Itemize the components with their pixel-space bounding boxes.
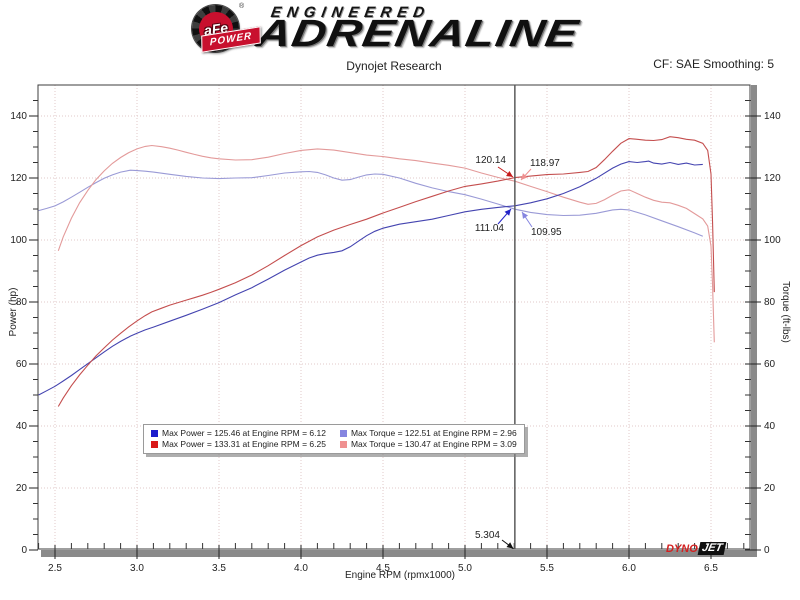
cursor-rpm-value: 5.304 bbox=[475, 530, 500, 541]
y-tick-label-left: 0 bbox=[21, 545, 27, 556]
y-tick-label-right: 0 bbox=[764, 545, 770, 556]
x-tick-label: 3.5 bbox=[212, 563, 226, 574]
legend-label: Max Power = 125.46 at Engine RPM = 6.12 bbox=[162, 428, 326, 438]
x-tick-label: 4.0 bbox=[294, 563, 308, 574]
cursor-value-109.95: 109.95 bbox=[531, 227, 562, 238]
dynojet-logo-dyno: DYNO bbox=[666, 542, 698, 555]
legend-swatch bbox=[339, 430, 347, 437]
legend-item: Max Power = 133.31 at Engine RPM = 6.25 bbox=[151, 439, 326, 450]
y-tick-label-right: 100 bbox=[764, 235, 781, 246]
right-axis-band bbox=[751, 85, 757, 557]
legend-item: Max Power = 125.46 at Engine RPM = 6.12 bbox=[151, 428, 326, 439]
x-tick-label: 2.5 bbox=[48, 563, 62, 574]
legend-label: Max Power = 133.31 at Engine RPM = 6.25 bbox=[162, 439, 326, 449]
legend-swatch bbox=[151, 441, 158, 448]
plot-background bbox=[38, 85, 750, 549]
cursor-value-111.04: 111.04 bbox=[475, 223, 505, 234]
legend-swatch bbox=[339, 441, 347, 448]
cursor-rpm-callout: 5.304 bbox=[475, 530, 514, 549]
curve-torque-stock bbox=[38, 169, 704, 237]
y-tick-label-right: 20 bbox=[764, 483, 776, 494]
legend-item: Max Torque = 130.47 at Engine RPM = 3.09 bbox=[339, 439, 517, 450]
plot-border bbox=[37, 84, 751, 550]
curve-torque-tuned bbox=[57, 144, 715, 343]
cursor-value-120.14: 120.14 bbox=[475, 155, 506, 166]
x-tick-label: 4.5 bbox=[376, 563, 390, 574]
curve-power-tuned bbox=[57, 136, 715, 407]
chart-legend: Max Power = 125.46 at Engine RPM = 6.12 M… bbox=[143, 424, 525, 454]
y-tick-label-left: 40 bbox=[16, 421, 28, 432]
legend-item: Max Torque = 122.51 at Engine RPM = 2.96 bbox=[339, 428, 517, 439]
x-axis-title: Engine RPM (rpmx1000) bbox=[345, 570, 455, 581]
y-axis-title-right: Torque (ft-lbs) bbox=[780, 281, 791, 343]
y-tick-label-left: 100 bbox=[10, 235, 27, 246]
x-tick-label: 5.5 bbox=[540, 563, 554, 574]
chart-title: Dynojet Research bbox=[346, 59, 442, 73]
y-tick-label-right: 40 bbox=[764, 421, 776, 432]
x-tick-label: 5.0 bbox=[458, 563, 472, 574]
curves bbox=[38, 136, 715, 407]
y-tick-label-right: 80 bbox=[764, 297, 776, 308]
y-tick-label-right: 140 bbox=[764, 111, 781, 122]
legend-swatch bbox=[151, 430, 158, 437]
legend-label: Max Torque = 130.47 at Engine RPM = 3.09 bbox=[350, 439, 517, 449]
curve-power-stock bbox=[38, 160, 703, 396]
y-tick-label-left: 140 bbox=[10, 111, 27, 122]
y-tick-label-left: 80 bbox=[16, 297, 28, 308]
gridlines bbox=[38, 85, 750, 549]
legend-label: Max Torque = 122.51 at Engine RPM = 2.96 bbox=[350, 428, 517, 438]
x-axis-ticks: 2.5 3.0 3.5 4.0 4.5 5.0 5.5 6.0 6.5 bbox=[38, 543, 745, 574]
y-tick-label-left: 60 bbox=[16, 359, 28, 370]
dynojet-logo: DYNO JET bbox=[666, 542, 727, 555]
x-tick-label: 6.0 bbox=[622, 563, 636, 574]
x-tick-label: 3.0 bbox=[130, 563, 144, 574]
x-tick-label: 6.5 bbox=[704, 563, 718, 574]
correction-smoothing-note: CF: SAE Smoothing: 5 bbox=[653, 57, 774, 71]
cursor-value-118.97: 118.97 bbox=[530, 158, 560, 169]
bottom-axis-band bbox=[41, 550, 757, 557]
dynojet-logo-jet: JET bbox=[697, 542, 727, 555]
cursor-callouts: 120.14 118.97 111.04 109.95 bbox=[475, 155, 562, 238]
y-tick-label-left: 120 bbox=[10, 173, 27, 184]
registered-mark: ® bbox=[239, 3, 245, 10]
y-tick-label-right: 120 bbox=[764, 173, 781, 184]
y-axis-title-left: Power (hp) bbox=[8, 288, 19, 337]
y-tick-label-left: 20 bbox=[16, 483, 28, 494]
y-tick-label-right: 60 bbox=[764, 359, 776, 370]
